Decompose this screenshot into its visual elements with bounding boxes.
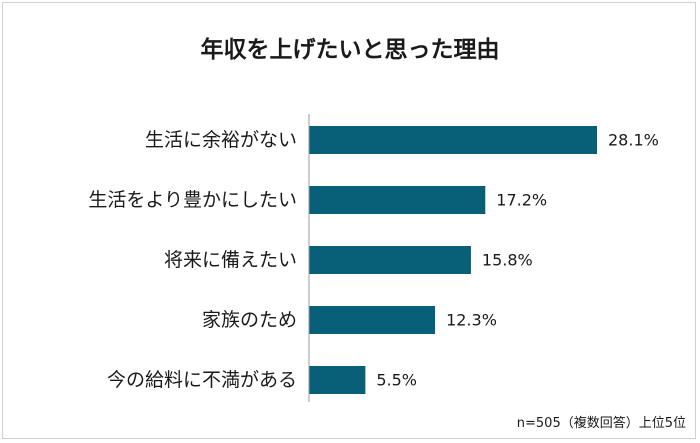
- value-label-5: 5.5%: [376, 371, 417, 390]
- sample-note: n=505（複数回答）上位5位: [516, 416, 686, 431]
- category-label-5: 今の給料に不満がある: [107, 369, 297, 391]
- value-label-3: 15.8%: [482, 251, 533, 270]
- value-label-2: 17.2%: [496, 191, 547, 210]
- category-label-4: 家族のため: [202, 309, 297, 331]
- bar-5: [309, 366, 366, 394]
- category-labels-group: 生活に余裕がない生活をより豊かにしたい将来に備えたい家族のため今の給料に不満があ…: [88, 129, 297, 391]
- value-label-4: 12.3%: [446, 311, 497, 330]
- category-label-3: 将来に備えたい: [164, 249, 297, 271]
- category-label-2: 生活をより豊かにしたい: [88, 189, 297, 211]
- bar-3: [309, 246, 471, 274]
- value-labels-group: 28.1% 17.2% 15.8% 12.3% 5.5%: [376, 131, 658, 390]
- category-label-1: 生活に余裕がない: [145, 129, 297, 151]
- bars-group: [309, 126, 597, 394]
- chart-title: 年収を上げたいと思った理由: [200, 37, 500, 63]
- bar-4: [309, 306, 436, 334]
- bar-1: [309, 126, 597, 154]
- bar-2: [309, 186, 486, 214]
- value-label-1: 28.1%: [608, 131, 659, 150]
